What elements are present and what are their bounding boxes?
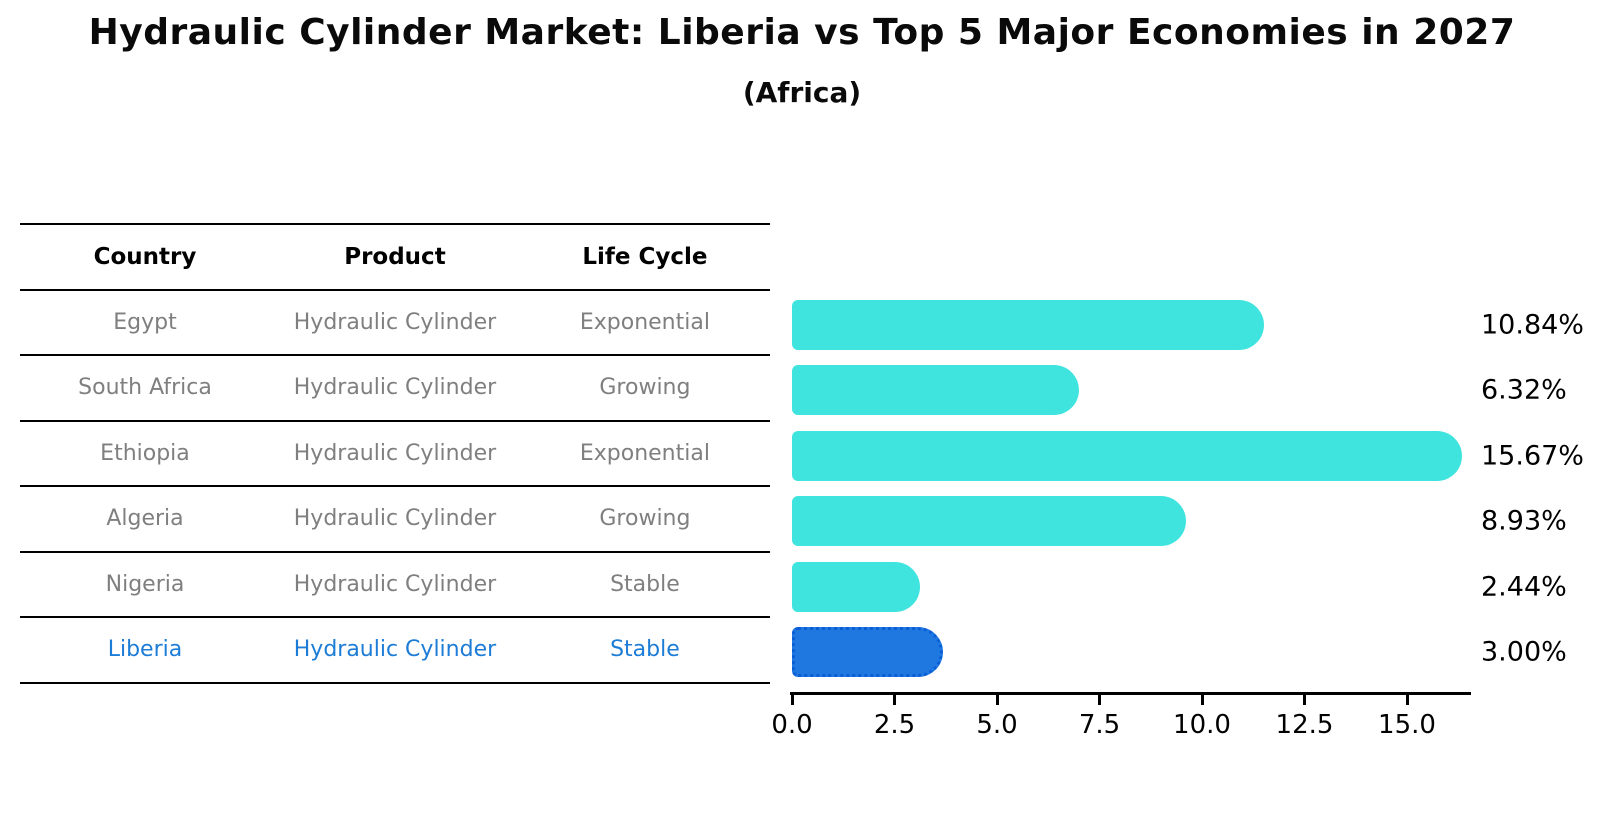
cell-country: Ethiopia	[100, 440, 190, 466]
x-axis-tick	[893, 695, 896, 705]
cell-country: Nigeria	[105, 571, 185, 597]
table-header-row: Country Product Life Cycle	[20, 223, 770, 289]
cell-life-cycle: Exponential	[579, 440, 710, 466]
value-label: 15.67%	[1481, 440, 1584, 471]
x-axis-tick-label: 0.0	[771, 710, 813, 740]
cell-life-cycle: Growing	[599, 375, 691, 401]
cell-product: Hydraulic Cylinder	[293, 309, 497, 335]
x-axis-tick	[1098, 695, 1101, 705]
cell-life-cycle: Stable	[610, 571, 680, 597]
cell-country: Algeria	[106, 506, 184, 532]
value-label: 8.93%	[1481, 505, 1567, 537]
x-axis-tick-label: 10.0	[1173, 710, 1231, 740]
x-axis-tick	[1405, 695, 1409, 705]
table-row: Ethiopia Hydraulic Cylinder Exponential	[20, 419, 770, 486]
x-axis-tick-label: 15.0	[1378, 710, 1436, 740]
cell-country: South Africa	[78, 375, 212, 401]
x-axis-tick-label: 2.5	[873, 710, 916, 740]
cell-product: Hydraulic Cylinder	[293, 440, 497, 466]
bar-liberia	[792, 627, 943, 677]
x-axis-tick	[995, 695, 999, 705]
table-row: Algeria Hydraulic Cylinder Growing	[20, 485, 770, 551]
bar-egypt	[792, 299, 1265, 350]
cell-life-cycle: Stable	[610, 637, 680, 663]
column-header: Country	[93, 243, 197, 270]
chart-subtitle: (Africa)	[742, 76, 862, 109]
x-axis-tick-label: 5.0	[976, 710, 1018, 740]
cell-product: Hydraulic Cylinder	[293, 506, 497, 532]
x-axis-tick-label: 12.5	[1275, 710, 1334, 740]
x-axis-tick	[790, 695, 794, 705]
table-row: Liberia Hydraulic Cylinder Stable	[20, 616, 770, 682]
value-label: 2.44%	[1481, 571, 1567, 602]
column-header: Life Cycle	[582, 243, 708, 270]
bar-algeria	[792, 496, 1187, 546]
table-row: South Africa Hydraulic Cylinder Growing	[20, 354, 770, 420]
value-label: 6.32%	[1481, 374, 1567, 406]
bar-south-africa	[792, 365, 1080, 415]
cell-product: Hydraulic Cylinder	[293, 571, 497, 597]
country-table: Country Product Life Cycle Egypt Hydraulic C…	[20, 223, 770, 684]
cell-product: Hydraulic Cylinder	[293, 637, 497, 663]
table-row: Egypt Hydraulic Cylinder Exponential	[20, 288, 770, 355]
cell-product: Hydraulic Cylinder	[293, 375, 497, 401]
x-axis-line	[790, 692, 1471, 695]
x-axis-tick	[1303, 695, 1306, 705]
x-axis-tick	[1200, 695, 1204, 705]
value-label: 10.84%	[1481, 309, 1584, 340]
bar-ethiopia	[792, 430, 1463, 481]
column-header: Product	[344, 243, 446, 270]
bar-nigeria	[792, 561, 921, 612]
cell-life-cycle: Exponential	[579, 309, 710, 335]
table-row: Nigeria Hydraulic Cylinder Stable	[20, 550, 770, 617]
cell-country: Egypt	[113, 309, 177, 335]
cell-country: Liberia	[107, 637, 183, 663]
value-label: 3.00%	[1481, 636, 1567, 668]
cell-life-cycle: Growing	[599, 506, 691, 532]
x-axis-tick-label: 7.5	[1078, 710, 1121, 740]
chart-title: Hydraulic Cylinder Market: Liberia vs To…	[88, 12, 1516, 53]
